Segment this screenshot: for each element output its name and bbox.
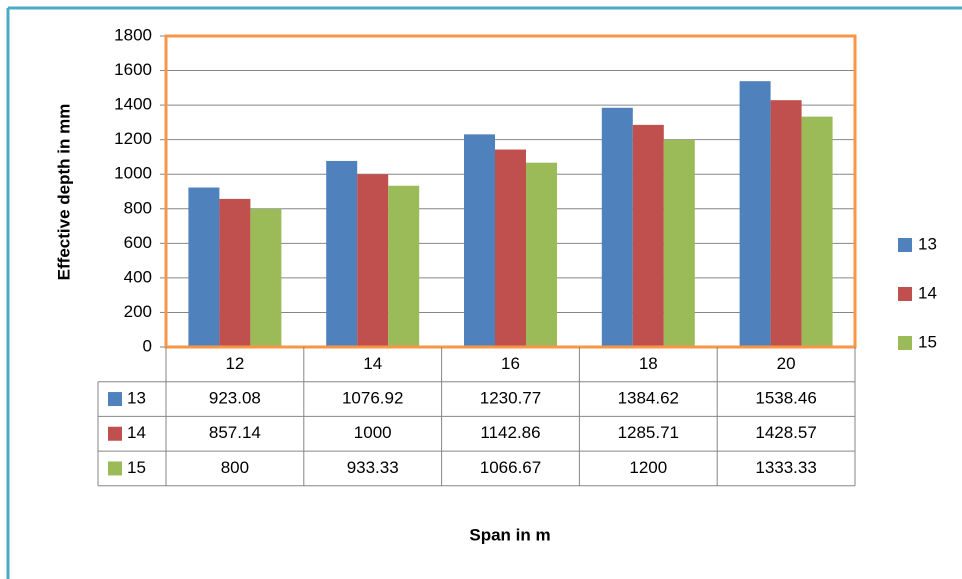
- table-cell: 1000: [354, 423, 392, 442]
- bar: [526, 162, 557, 347]
- bar: [219, 198, 251, 347]
- bar: [326, 160, 358, 347]
- bar: [188, 187, 220, 347]
- x-tick-label: 18: [639, 354, 658, 373]
- legend-key: [898, 336, 912, 350]
- x-tick-label: 12: [225, 354, 244, 373]
- legend-key: [898, 287, 912, 301]
- bar: [388, 185, 420, 347]
- bar: [739, 81, 771, 348]
- bar: [770, 100, 802, 347]
- y-tick-label: 400: [124, 267, 152, 286]
- plot-border: [164, 34, 857, 349]
- y-tick-label: 800: [124, 198, 152, 217]
- table-series-name: 15: [127, 458, 146, 477]
- y-tick-label: 1200: [114, 129, 152, 148]
- y-tick-label: 1800: [114, 25, 152, 44]
- y-tick-label: 1400: [114, 95, 152, 114]
- table-cell: 1428.57: [755, 423, 816, 442]
- table-cell: 800: [221, 458, 249, 477]
- bar: [601, 107, 633, 347]
- table-cell: 1076.92: [342, 389, 403, 408]
- table-cell: 1142.86: [480, 423, 540, 442]
- y-tick-label: 200: [124, 302, 152, 321]
- y-tick-label: 1600: [114, 60, 152, 79]
- legend-label: 14: [918, 283, 937, 302]
- bar: [357, 174, 389, 347]
- y-tick-label: 1000: [114, 164, 152, 183]
- legend-label: 15: [918, 332, 937, 351]
- table-cell: 1333.33: [755, 458, 816, 477]
- table-cell: 1285.71: [618, 423, 679, 442]
- table-cell: 1538.46: [755, 389, 816, 408]
- table-cell: 1200: [629, 458, 667, 477]
- table-series-name: 14: [127, 423, 146, 442]
- bar: [632, 124, 664, 347]
- table-cell: 1230.77: [480, 389, 541, 408]
- table-cell: 923.08: [209, 389, 261, 408]
- table-legend-key: [108, 392, 122, 407]
- bar: [663, 139, 695, 347]
- y-tick-label: 0: [143, 336, 152, 355]
- x-tick-label: 14: [363, 354, 382, 373]
- table-legend-key: [108, 461, 122, 476]
- bar: [464, 134, 495, 347]
- legend-key: [898, 238, 912, 252]
- table-cell: 933.33: [347, 458, 399, 477]
- x-tick-label: 16: [501, 354, 520, 373]
- table-cell: 1066.67: [480, 458, 541, 477]
- bar: [250, 208, 282, 347]
- bar: [801, 116, 833, 347]
- x-axis-label: Span in m: [469, 525, 550, 544]
- y-tick-label: 600: [124, 233, 152, 252]
- table-series-name: 13: [127, 389, 146, 408]
- y-axis-label: Effective depth in mm: [54, 104, 73, 281]
- table-legend-key: [108, 426, 122, 441]
- x-tick-label: 20: [777, 354, 796, 373]
- legend-label: 13: [918, 234, 937, 253]
- table-cell: 857.14: [209, 423, 261, 442]
- bar: [495, 149, 526, 347]
- table-cell: 1384.62: [618, 389, 679, 408]
